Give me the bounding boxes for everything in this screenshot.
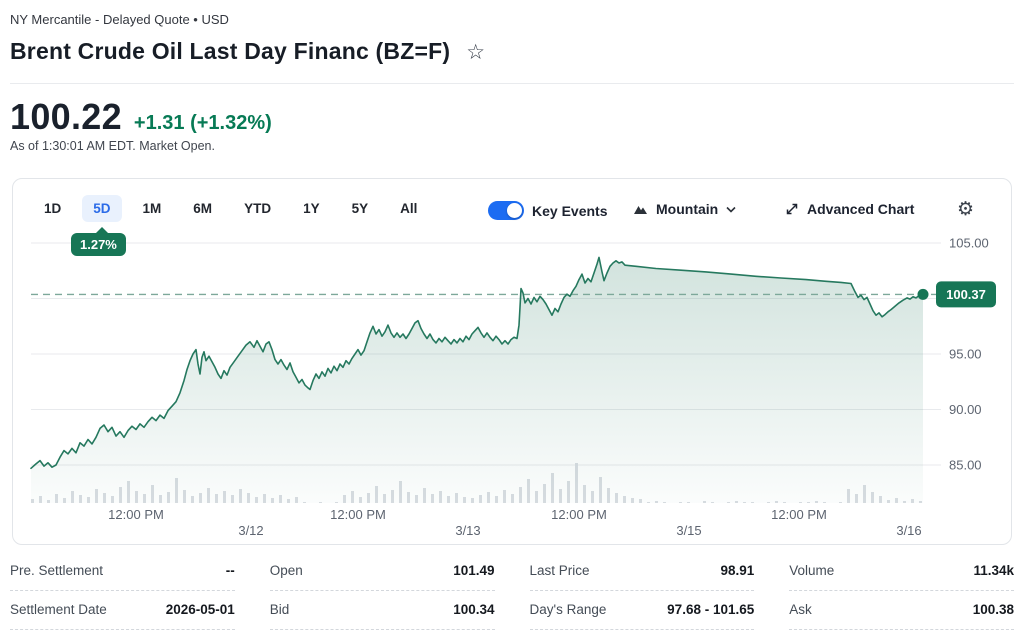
y-axis-label: 90.00: [949, 402, 982, 417]
stat-value: 100.38: [972, 602, 1014, 617]
last-price-dot: [917, 288, 929, 300]
stat-label: Open: [269, 563, 303, 578]
range-change-badge: 1.27%: [71, 227, 126, 256]
x-axis-time-label: 12:00 PM: [108, 507, 164, 522]
current-price-badge: [936, 281, 996, 308]
y-axis-label: 85.00: [949, 458, 982, 473]
price-change: +1.31 (+1.32%): [133, 112, 272, 134]
x-axis-date-label: 3/12: [238, 523, 263, 538]
stat-value: 2026-05-01: [165, 602, 235, 617]
x-axis-date-label: 3/13: [455, 523, 480, 538]
key-events-label: Key Events: [532, 202, 608, 219]
advanced-chart-button[interactable]: Advanced Chart: [785, 201, 914, 217]
range-all[interactable]: All: [389, 195, 428, 222]
gear-icon[interactable]: ⚙: [957, 199, 975, 220]
stat-label: Settlement Date: [10, 602, 107, 617]
stat-value: 11.34k: [973, 563, 1014, 578]
stat-label: Last Price: [529, 563, 590, 578]
advanced-chart-label: Advanced Chart: [807, 201, 915, 217]
x-axis-time-label: 12:00 PM: [330, 507, 386, 522]
stat-value: --: [225, 563, 235, 578]
range-1y[interactable]: 1Y: [292, 195, 331, 222]
toggle-knob: [507, 203, 522, 218]
stat-value: 101.49: [453, 563, 495, 578]
range-5d[interactable]: 5D: [82, 195, 122, 222]
stat-settlement-date: Settlement Date 2026-05-01: [10, 591, 235, 630]
chevron-down-icon: [726, 206, 736, 213]
stat-label: Ask: [789, 602, 812, 617]
price-chart-canvas[interactable]: 105.00 95.00 90.00 85.00 100.37 12:00 PM 12:00…: [13, 179, 1011, 544]
current-price: 100.22: [10, 96, 122, 137]
stat-pre-settlement: Pre. Settlement --: [10, 552, 235, 591]
header-divider: [10, 83, 1014, 84]
key-events-control: Key Events: [488, 201, 607, 220]
as-of-timestamp: As of 1:30:01 AM EDT. Market Open.: [10, 139, 215, 153]
x-axis-date-label: 3/15: [676, 523, 701, 538]
current-price-badge-text: 100.37: [946, 287, 986, 302]
expand-icon: [786, 203, 798, 215]
stat-value: 98.91: [720, 563, 755, 578]
stat-ask: Ask 100.38: [789, 591, 1014, 630]
exchange-line: NY Mercantile - Delayed Quote • USD: [10, 12, 229, 27]
chart-type-selector[interactable]: Mountain: [633, 201, 736, 217]
chart-type-label: Mountain: [656, 201, 719, 217]
stat-value: 100.34: [453, 602, 495, 617]
x-axis-time-label: 12:00 PM: [551, 507, 607, 522]
range-1d[interactable]: 1D: [33, 195, 72, 222]
range-ytd[interactable]: YTD: [233, 195, 282, 222]
stat-label: Day's Range: [529, 602, 607, 617]
stat-open: Open 101.49: [269, 552, 495, 591]
stat-label: Bid: [269, 602, 290, 617]
range-selector: 1D 5D 1M 6M YTD 1Y 5Y All: [33, 195, 428, 222]
stat-last-price: Last Price 98.91: [529, 552, 755, 591]
stat-label: Pre. Settlement: [10, 563, 104, 578]
stat-volume: Volume 11.34k: [789, 552, 1014, 591]
chart-card: 105.00 95.00 90.00 85.00 100.37 12:00 PM 12:00…: [12, 178, 1012, 545]
range-1m[interactable]: 1M: [132, 195, 173, 222]
mountain-icon: [634, 205, 647, 214]
stat-bid: Bid 100.34: [269, 591, 495, 630]
stat-days-range: Day's Range 97.68 - 101.65: [529, 591, 755, 630]
range-5y[interactable]: 5Y: [341, 195, 380, 222]
y-axis-label: 95.00: [949, 347, 982, 362]
key-events-toggle[interactable]: [488, 201, 524, 220]
range-6m[interactable]: 6M: [182, 195, 223, 222]
stat-value: 97.68 - 101.65: [667, 602, 755, 617]
stat-label: Volume: [789, 563, 835, 578]
area-fill: [31, 257, 923, 503]
price-line: [30, 256, 924, 470]
x-axis-date-label: 3/16: [896, 523, 921, 538]
favorite-star-icon[interactable]: ☆: [466, 41, 486, 64]
page-title: Brent Crude Oil Last Day Financ (BZ=F): [10, 38, 451, 64]
x-axis-time-label: 12:00 PM: [771, 507, 827, 522]
y-axis-label: 105.00: [949, 236, 989, 251]
quote-stats-table: Pre. Settlement -- Open 101.49 Last Pric…: [10, 552, 1014, 630]
